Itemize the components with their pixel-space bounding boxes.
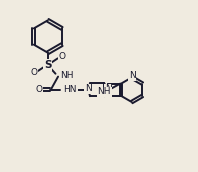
Text: O: O [30, 68, 37, 77]
Text: NH: NH [98, 87, 111, 96]
Text: N: N [85, 84, 92, 93]
Text: S: S [44, 60, 51, 70]
Text: O: O [35, 85, 42, 94]
Text: N: N [105, 84, 111, 93]
Text: NH: NH [60, 71, 74, 80]
Text: HN: HN [64, 85, 77, 94]
Text: O: O [58, 52, 66, 61]
Text: N: N [129, 71, 135, 80]
